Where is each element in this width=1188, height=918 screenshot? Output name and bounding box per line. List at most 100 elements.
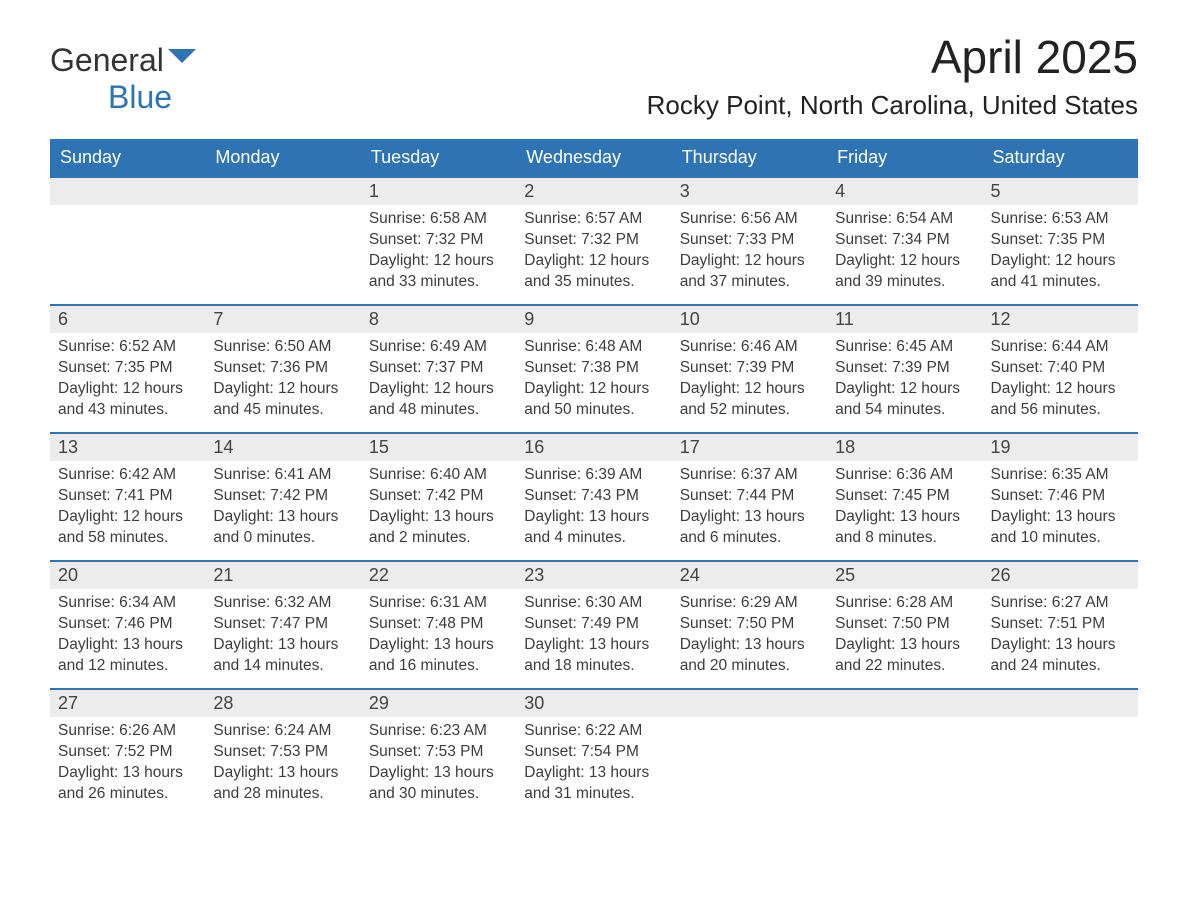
day-number-empty: [672, 690, 827, 717]
sunrise-line: Sunrise: 6:24 AM: [213, 721, 352, 742]
daylight-line: Daylight: 12 hours and 56 minutes.: [991, 379, 1130, 421]
weekday-header: Wednesday: [516, 139, 671, 177]
day-body: Sunrise: 6:41 AMSunset: 7:42 PMDaylight:…: [205, 461, 360, 557]
sunrise-line: Sunrise: 6:28 AM: [835, 593, 974, 614]
day-cell: 29Sunrise: 6:23 AMSunset: 7:53 PMDayligh…: [361, 689, 516, 817]
daylight-line: Daylight: 12 hours and 33 minutes.: [369, 251, 508, 293]
day-cell: 13Sunrise: 6:42 AMSunset: 7:41 PMDayligh…: [50, 433, 205, 561]
logo-text-b: Blue: [50, 79, 172, 115]
day-number: 5: [983, 178, 1138, 205]
daylight-line: Daylight: 12 hours and 37 minutes.: [680, 251, 819, 293]
day-body: Sunrise: 6:32 AMSunset: 7:47 PMDaylight:…: [205, 589, 360, 685]
sunset-line: Sunset: 7:50 PM: [680, 614, 819, 635]
sunrise-line: Sunrise: 6:40 AM: [369, 465, 508, 486]
weekday-header: Sunday: [50, 139, 205, 177]
sunrise-line: Sunrise: 6:56 AM: [680, 209, 819, 230]
daylight-line: Daylight: 13 hours and 28 minutes.: [213, 763, 352, 805]
day-body: Sunrise: 6:31 AMSunset: 7:48 PMDaylight:…: [361, 589, 516, 685]
day-cell: 30Sunrise: 6:22 AMSunset: 7:54 PMDayligh…: [516, 689, 671, 817]
day-number: 27: [50, 690, 205, 717]
weekday-header: Tuesday: [361, 139, 516, 177]
day-cell: 6Sunrise: 6:52 AMSunset: 7:35 PMDaylight…: [50, 305, 205, 433]
day-number: 30: [516, 690, 671, 717]
sunset-line: Sunset: 7:36 PM: [213, 358, 352, 379]
daylight-line: Daylight: 13 hours and 24 minutes.: [991, 635, 1130, 677]
day-cell: [50, 177, 205, 305]
day-body: Sunrise: 6:30 AMSunset: 7:49 PMDaylight:…: [516, 589, 671, 685]
sunset-line: Sunset: 7:35 PM: [58, 358, 197, 379]
sunrise-line: Sunrise: 6:26 AM: [58, 721, 197, 742]
sunrise-line: Sunrise: 6:45 AM: [835, 337, 974, 358]
daylight-line: Daylight: 13 hours and 4 minutes.: [524, 507, 663, 549]
day-body: Sunrise: 6:37 AMSunset: 7:44 PMDaylight:…: [672, 461, 827, 557]
sunrise-line: Sunrise: 6:42 AM: [58, 465, 197, 486]
day-number-empty: [50, 178, 205, 205]
day-number: 14: [205, 434, 360, 461]
day-body: Sunrise: 6:24 AMSunset: 7:53 PMDaylight:…: [205, 717, 360, 813]
day-number: 28: [205, 690, 360, 717]
daylight-line: Daylight: 13 hours and 8 minutes.: [835, 507, 974, 549]
calendar-table: SundayMondayTuesdayWednesdayThursdayFrid…: [50, 139, 1138, 817]
day-body: Sunrise: 6:52 AMSunset: 7:35 PMDaylight:…: [50, 333, 205, 429]
day-cell: 8Sunrise: 6:49 AMSunset: 7:37 PMDaylight…: [361, 305, 516, 433]
day-cell: 24Sunrise: 6:29 AMSunset: 7:50 PMDayligh…: [672, 561, 827, 689]
day-number: 9: [516, 306, 671, 333]
day-body: Sunrise: 6:22 AMSunset: 7:54 PMDaylight:…: [516, 717, 671, 813]
sunrise-line: Sunrise: 6:54 AM: [835, 209, 974, 230]
sunrise-line: Sunrise: 6:29 AM: [680, 593, 819, 614]
sunrise-line: Sunrise: 6:23 AM: [369, 721, 508, 742]
sunrise-line: Sunrise: 6:36 AM: [835, 465, 974, 486]
day-cell: [205, 177, 360, 305]
title-block: April 2025 Rocky Point, North Carolina, …: [647, 30, 1138, 139]
sunset-line: Sunset: 7:39 PM: [680, 358, 819, 379]
day-cell: 26Sunrise: 6:27 AMSunset: 7:51 PMDayligh…: [983, 561, 1138, 689]
day-number: 16: [516, 434, 671, 461]
sunrise-line: Sunrise: 6:34 AM: [58, 593, 197, 614]
sunrise-line: Sunrise: 6:50 AM: [213, 337, 352, 358]
day-number: 24: [672, 562, 827, 589]
day-number: 10: [672, 306, 827, 333]
day-body: Sunrise: 6:58 AMSunset: 7:32 PMDaylight:…: [361, 205, 516, 301]
sunset-line: Sunset: 7:44 PM: [680, 486, 819, 507]
week-row: 13Sunrise: 6:42 AMSunset: 7:41 PMDayligh…: [50, 433, 1138, 561]
day-number: 15: [361, 434, 516, 461]
sunrise-line: Sunrise: 6:41 AM: [213, 465, 352, 486]
daylight-line: Daylight: 13 hours and 18 minutes.: [524, 635, 663, 677]
sunrise-line: Sunrise: 6:46 AM: [680, 337, 819, 358]
daylight-line: Daylight: 12 hours and 50 minutes.: [524, 379, 663, 421]
sunset-line: Sunset: 7:38 PM: [524, 358, 663, 379]
sunrise-line: Sunrise: 6:22 AM: [524, 721, 663, 742]
day-body: Sunrise: 6:35 AMSunset: 7:46 PMDaylight:…: [983, 461, 1138, 557]
day-cell: 1Sunrise: 6:58 AMSunset: 7:32 PMDaylight…: [361, 177, 516, 305]
daylight-line: Daylight: 12 hours and 58 minutes.: [58, 507, 197, 549]
day-number-empty: [983, 690, 1138, 717]
daylight-line: Daylight: 13 hours and 2 minutes.: [369, 507, 508, 549]
sunrise-line: Sunrise: 6:31 AM: [369, 593, 508, 614]
day-number: 6: [50, 306, 205, 333]
day-cell: 28Sunrise: 6:24 AMSunset: 7:53 PMDayligh…: [205, 689, 360, 817]
logo-text-a: General: [50, 42, 164, 78]
day-cell: 18Sunrise: 6:36 AMSunset: 7:45 PMDayligh…: [827, 433, 982, 561]
day-number: 19: [983, 434, 1138, 461]
day-cell: 19Sunrise: 6:35 AMSunset: 7:46 PMDayligh…: [983, 433, 1138, 561]
daylight-line: Daylight: 12 hours and 39 minutes.: [835, 251, 974, 293]
sunset-line: Sunset: 7:39 PM: [835, 358, 974, 379]
day-cell: [827, 689, 982, 817]
sunset-line: Sunset: 7:53 PM: [369, 742, 508, 763]
day-body: Sunrise: 6:36 AMSunset: 7:45 PMDaylight:…: [827, 461, 982, 557]
sunrise-line: Sunrise: 6:27 AM: [991, 593, 1130, 614]
daylight-line: Daylight: 12 hours and 52 minutes.: [680, 379, 819, 421]
sunset-line: Sunset: 7:41 PM: [58, 486, 197, 507]
day-body: Sunrise: 6:49 AMSunset: 7:37 PMDaylight:…: [361, 333, 516, 429]
day-cell: 5Sunrise: 6:53 AMSunset: 7:35 PMDaylight…: [983, 177, 1138, 305]
daylight-line: Daylight: 12 hours and 43 minutes.: [58, 379, 197, 421]
day-body: Sunrise: 6:27 AMSunset: 7:51 PMDaylight:…: [983, 589, 1138, 685]
sunrise-line: Sunrise: 6:49 AM: [369, 337, 508, 358]
sunset-line: Sunset: 7:46 PM: [58, 614, 197, 635]
daylight-line: Daylight: 12 hours and 41 minutes.: [991, 251, 1130, 293]
day-cell: 22Sunrise: 6:31 AMSunset: 7:48 PMDayligh…: [361, 561, 516, 689]
sunrise-line: Sunrise: 6:30 AM: [524, 593, 663, 614]
day-body: Sunrise: 6:57 AMSunset: 7:32 PMDaylight:…: [516, 205, 671, 301]
sunset-line: Sunset: 7:40 PM: [991, 358, 1130, 379]
sunset-line: Sunset: 7:47 PM: [213, 614, 352, 635]
